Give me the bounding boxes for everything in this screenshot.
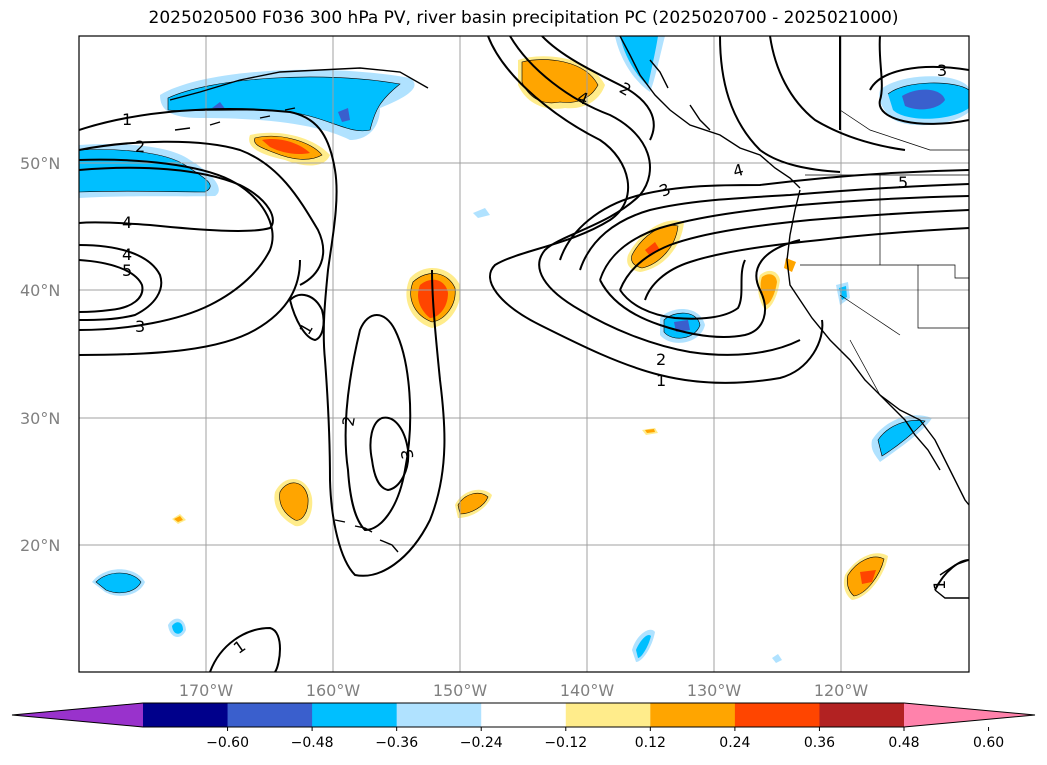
political-borders (800, 109, 969, 396)
colorbar-segment (396, 703, 482, 727)
lon-axis-labels: 170°W 160°W 150°W 140°W 130°W 120°W (179, 681, 869, 700)
lon-label: 140°W (560, 681, 615, 700)
map-title: 2025020500 F036 300 hPa PV, river basin … (148, 8, 899, 28)
colorbar-segment (650, 703, 736, 727)
lon-label: 120°W (814, 681, 869, 700)
lat-label: 50°N (20, 154, 60, 173)
contour-label: 1 (930, 580, 949, 590)
contour-label: 5 (898, 173, 908, 192)
colorbar-tick-label: −0.12 (544, 735, 587, 751)
colorbar-tick-label: 0.24 (719, 735, 750, 751)
lon-label: 130°W (687, 681, 742, 700)
pv-contours (79, 36, 969, 672)
contour-label: 2 (338, 414, 358, 427)
colorbar-segment (312, 703, 398, 727)
lon-label: 170°W (179, 681, 234, 700)
colorbar-tick-label: 0.60 (973, 735, 1004, 751)
colorbar-segment (481, 703, 567, 727)
contour-label: 3 (397, 447, 417, 460)
colorbar-tick-label: 0.36 (804, 735, 835, 751)
colorbar-segment (227, 703, 313, 727)
colorbar-tick-label: 0.12 (635, 735, 666, 751)
contour-label: 3 (937, 61, 947, 80)
lat-label: 40°N (20, 281, 60, 300)
colorbar-segment (565, 703, 651, 727)
contour-label: 4 (731, 160, 746, 181)
colorbar-extend-max (904, 703, 1035, 727)
contour-label: 3 (135, 317, 145, 336)
colorbar-segment (143, 703, 229, 727)
colorbar-tick-label: −0.60 (206, 735, 249, 751)
gridlines (79, 36, 969, 672)
contour-label: 1 (656, 371, 666, 390)
lat-axis-labels: 50°N 40°N 30°N 20°N (20, 154, 60, 555)
contour-label: 4 (122, 213, 132, 232)
coastlines (169, 36, 969, 599)
shade-outlines (79, 59, 969, 597)
colorbar-tick-label: −0.48 (291, 735, 334, 751)
colorbar-segment (819, 703, 905, 727)
lat-label: 30°N (20, 409, 60, 428)
colorbar: −0.60 −0.48 −0.36 −0.24 −0.12 0.12 0.24 0.36 0.4… (11, 702, 1036, 751)
lon-label: 160°W (306, 681, 361, 700)
contour-label: 2 (135, 137, 145, 156)
contour-label: 4 (122, 245, 132, 264)
map-content: 1 2 4 4 5 3 1 2 3 4 2 3 2 1 4 5 3 1 1 (79, 36, 969, 672)
contour-label: 2 (656, 350, 666, 369)
colorbar-segment (734, 703, 820, 727)
colorbar-tick-label: −0.36 (375, 735, 418, 751)
lon-label: 150°W (433, 681, 488, 700)
lat-label: 20°N (20, 536, 60, 555)
map-frame (78, 35, 970, 673)
colorbar-outline (11, 702, 1036, 728)
map-background (79, 36, 969, 672)
contour-label: 1 (122, 110, 132, 129)
colorbar-extend-min (12, 703, 143, 727)
colorbar-tick-label: 0.48 (888, 735, 919, 751)
colorbar-tick-label: −0.24 (460, 735, 503, 751)
contour-label: 5 (122, 261, 132, 280)
